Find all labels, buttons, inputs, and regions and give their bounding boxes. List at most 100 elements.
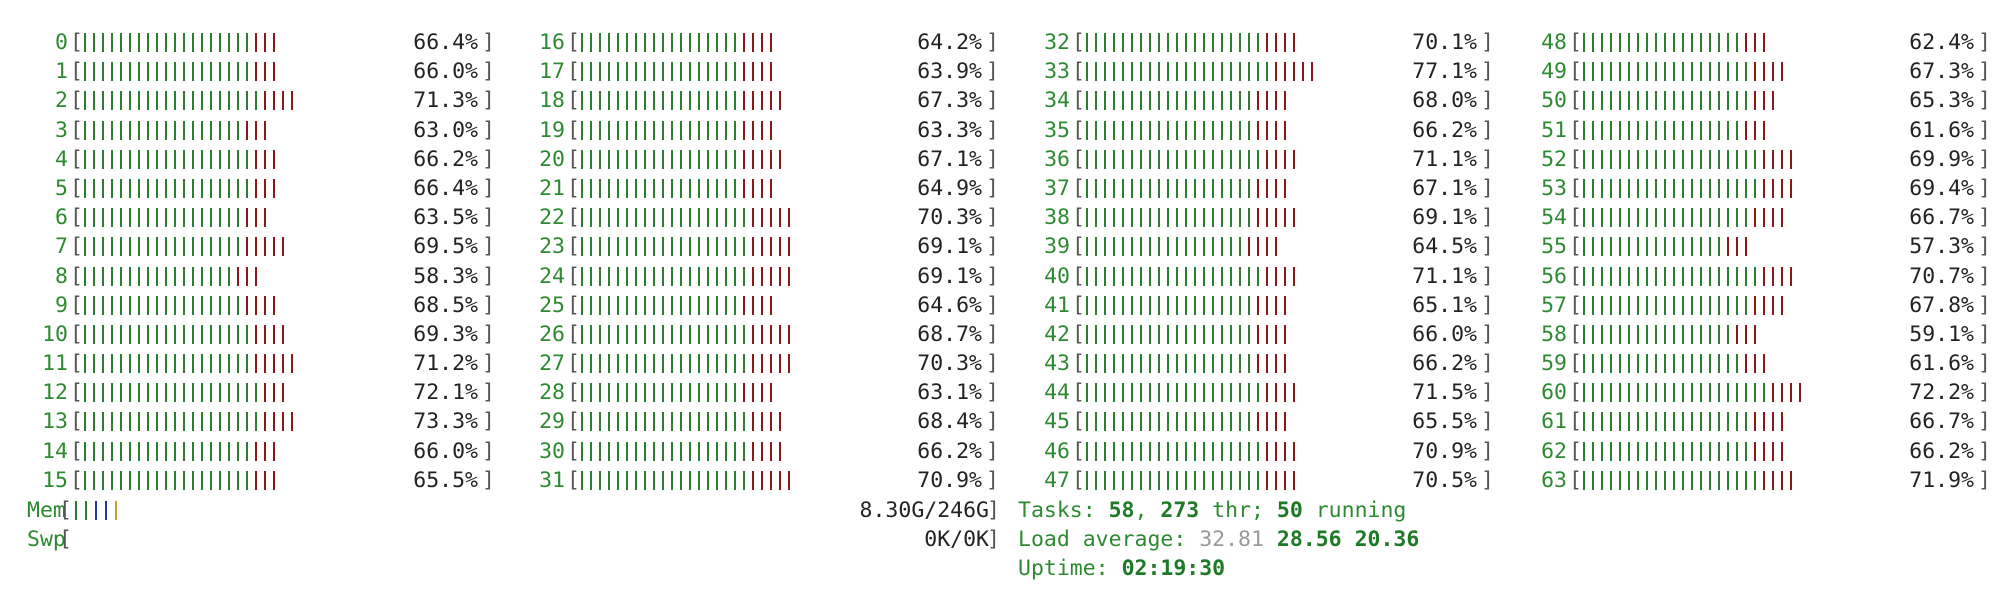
- cpu-user-mark: [1709, 33, 1711, 52]
- cpu-bar-right-bracket: ]: [482, 351, 495, 377]
- cpu-user-mark: [129, 354, 131, 374]
- cpu-meter-row: 41[65.1%]: [1000, 291, 1495, 320]
- cpu-user-mark: [1664, 441, 1666, 461]
- cpu-meter-row: 19[63.3%]: [495, 116, 1000, 145]
- cpu-user-mark: [662, 266, 664, 286]
- cpu-user-mark: [1113, 324, 1115, 344]
- cpu-user-mark: [1194, 149, 1196, 169]
- cpu-user-mark: [1086, 62, 1088, 82]
- cpu-user-mark: [210, 178, 212, 198]
- cpu-percent: 65.3%: [1909, 88, 1974, 114]
- cpu-kernel-mark: [1266, 33, 1268, 52]
- cpu-user-mark: [671, 324, 673, 344]
- cpu-user-mark: [1131, 354, 1133, 374]
- cpu-user-mark: [734, 470, 736, 490]
- cpu-user-mark: [1619, 33, 1621, 52]
- cpu-user-mark: [1167, 149, 1169, 169]
- cpu-user-mark: [138, 441, 140, 461]
- cpu-user-mark: [1113, 91, 1115, 111]
- cpu-kernel-mark: [1763, 441, 1765, 461]
- cpu-kernel-mark: [779, 266, 781, 286]
- cpu-user-mark: [120, 208, 122, 228]
- cpu-percent: 70.3%: [917, 351, 982, 377]
- cpu-user-mark: [689, 208, 691, 228]
- cpu-user-mark: [219, 295, 221, 315]
- cpu-user-mark: [1691, 149, 1693, 169]
- cpu-kernel-mark: [788, 354, 790, 374]
- cpu-user-mark: [1700, 266, 1702, 286]
- cpu-user-mark: [156, 237, 158, 257]
- cpu-user-mark: [680, 324, 682, 344]
- cpu-user-mark: [1610, 178, 1612, 198]
- cpu-bar-right-bracket: ]: [1978, 59, 1991, 85]
- cpu-kernel-mark: [770, 91, 772, 111]
- cpu-user-mark: [1628, 237, 1630, 257]
- cpu-user-mark: [1601, 62, 1603, 82]
- cpu-id-label: 21: [539, 175, 565, 201]
- cpu-user-mark: [1239, 237, 1241, 257]
- cpu-user-mark: [84, 470, 86, 490]
- cpu-user-mark: [156, 441, 158, 461]
- cpu-user-mark: [1745, 208, 1747, 228]
- cpu-percent: 67.3%: [917, 88, 982, 114]
- cpu-user-mark: [1230, 383, 1232, 403]
- cpu-user-mark: [111, 470, 113, 490]
- cpu-user-mark: [1257, 149, 1259, 169]
- cpu-user-mark: [1655, 208, 1657, 228]
- cpu-user-mark: [662, 295, 664, 315]
- cpu-bar-right-bracket: ]: [1978, 351, 1991, 377]
- uptime-line: Uptime: 02:19:30: [1018, 554, 1225, 583]
- cpu-user-mark: [174, 149, 176, 169]
- cpu-user-mark: [1104, 120, 1106, 140]
- cpu-user-mark: [183, 324, 185, 344]
- cpu-user-mark: [608, 383, 610, 403]
- cpu-user-mark: [1140, 91, 1142, 111]
- cpu-kernel-mark: [1266, 91, 1268, 111]
- cpu-user-mark: [1239, 149, 1241, 169]
- cpu-user-mark: [1673, 149, 1675, 169]
- cpu-user-mark: [1610, 470, 1612, 490]
- cpu-user-mark: [617, 324, 619, 344]
- cpu-user-mark: [1140, 149, 1142, 169]
- cpu-user-mark: [183, 91, 185, 111]
- cpu-bar-right-bracket: ]: [1481, 234, 1494, 260]
- cpu-user-mark: [689, 178, 691, 198]
- cpu-kernel-mark: [282, 412, 284, 432]
- cpu-user-mark: [1691, 470, 1693, 490]
- cpu-bar-left-bracket: [: [567, 467, 580, 493]
- cpu-user-mark: [716, 412, 718, 432]
- cpu-user-mark: [111, 33, 113, 52]
- cpu-meter-row: 27[70.3%]: [495, 349, 1000, 378]
- cpu-user-mark: [1158, 62, 1160, 82]
- cpu-user-mark: [635, 62, 637, 82]
- cpu-user-mark: [1194, 208, 1196, 228]
- cpu-meter-row: 40[71.1%]: [1000, 262, 1495, 291]
- cpu-user-mark: [1122, 383, 1124, 403]
- cpu-user-mark: [1691, 91, 1693, 111]
- cpu-kernel-mark: [1275, 383, 1277, 403]
- cpu-user-mark: [1709, 149, 1711, 169]
- cpu-user-mark: [1655, 33, 1657, 52]
- cpu-user-mark: [129, 295, 131, 315]
- cpu-user-mark: [228, 178, 230, 198]
- load-5min: 28.56: [1276, 527, 1342, 552]
- memory-value: 8.30G/246G: [859, 498, 989, 523]
- cpu-user-mark: [120, 354, 122, 374]
- cpu-user-mark: [1637, 91, 1639, 111]
- cpu-kernel-mark: [752, 120, 754, 140]
- cpu-user-mark: [635, 208, 637, 228]
- cpu-user-mark: [1646, 33, 1648, 52]
- cpu-user-mark: [1583, 266, 1585, 286]
- cpu-user-mark: [1239, 441, 1241, 461]
- cpu-user-mark: [219, 149, 221, 169]
- cpu-kernel-mark: [273, 178, 275, 198]
- cpu-meter-row: 53[69.4%]: [1495, 174, 1995, 203]
- cpu-user-mark: [653, 237, 655, 257]
- cpu-kernel-mark: [1293, 266, 1295, 286]
- cpu-user-mark: [1709, 470, 1711, 490]
- cpu-user-mark: [1709, 237, 1711, 257]
- cpu-user-mark: [102, 120, 104, 140]
- cpu-user-mark: [219, 62, 221, 82]
- cpu-kernel-mark: [255, 266, 257, 286]
- cpu-bar-left-bracket: [: [1072, 438, 1085, 464]
